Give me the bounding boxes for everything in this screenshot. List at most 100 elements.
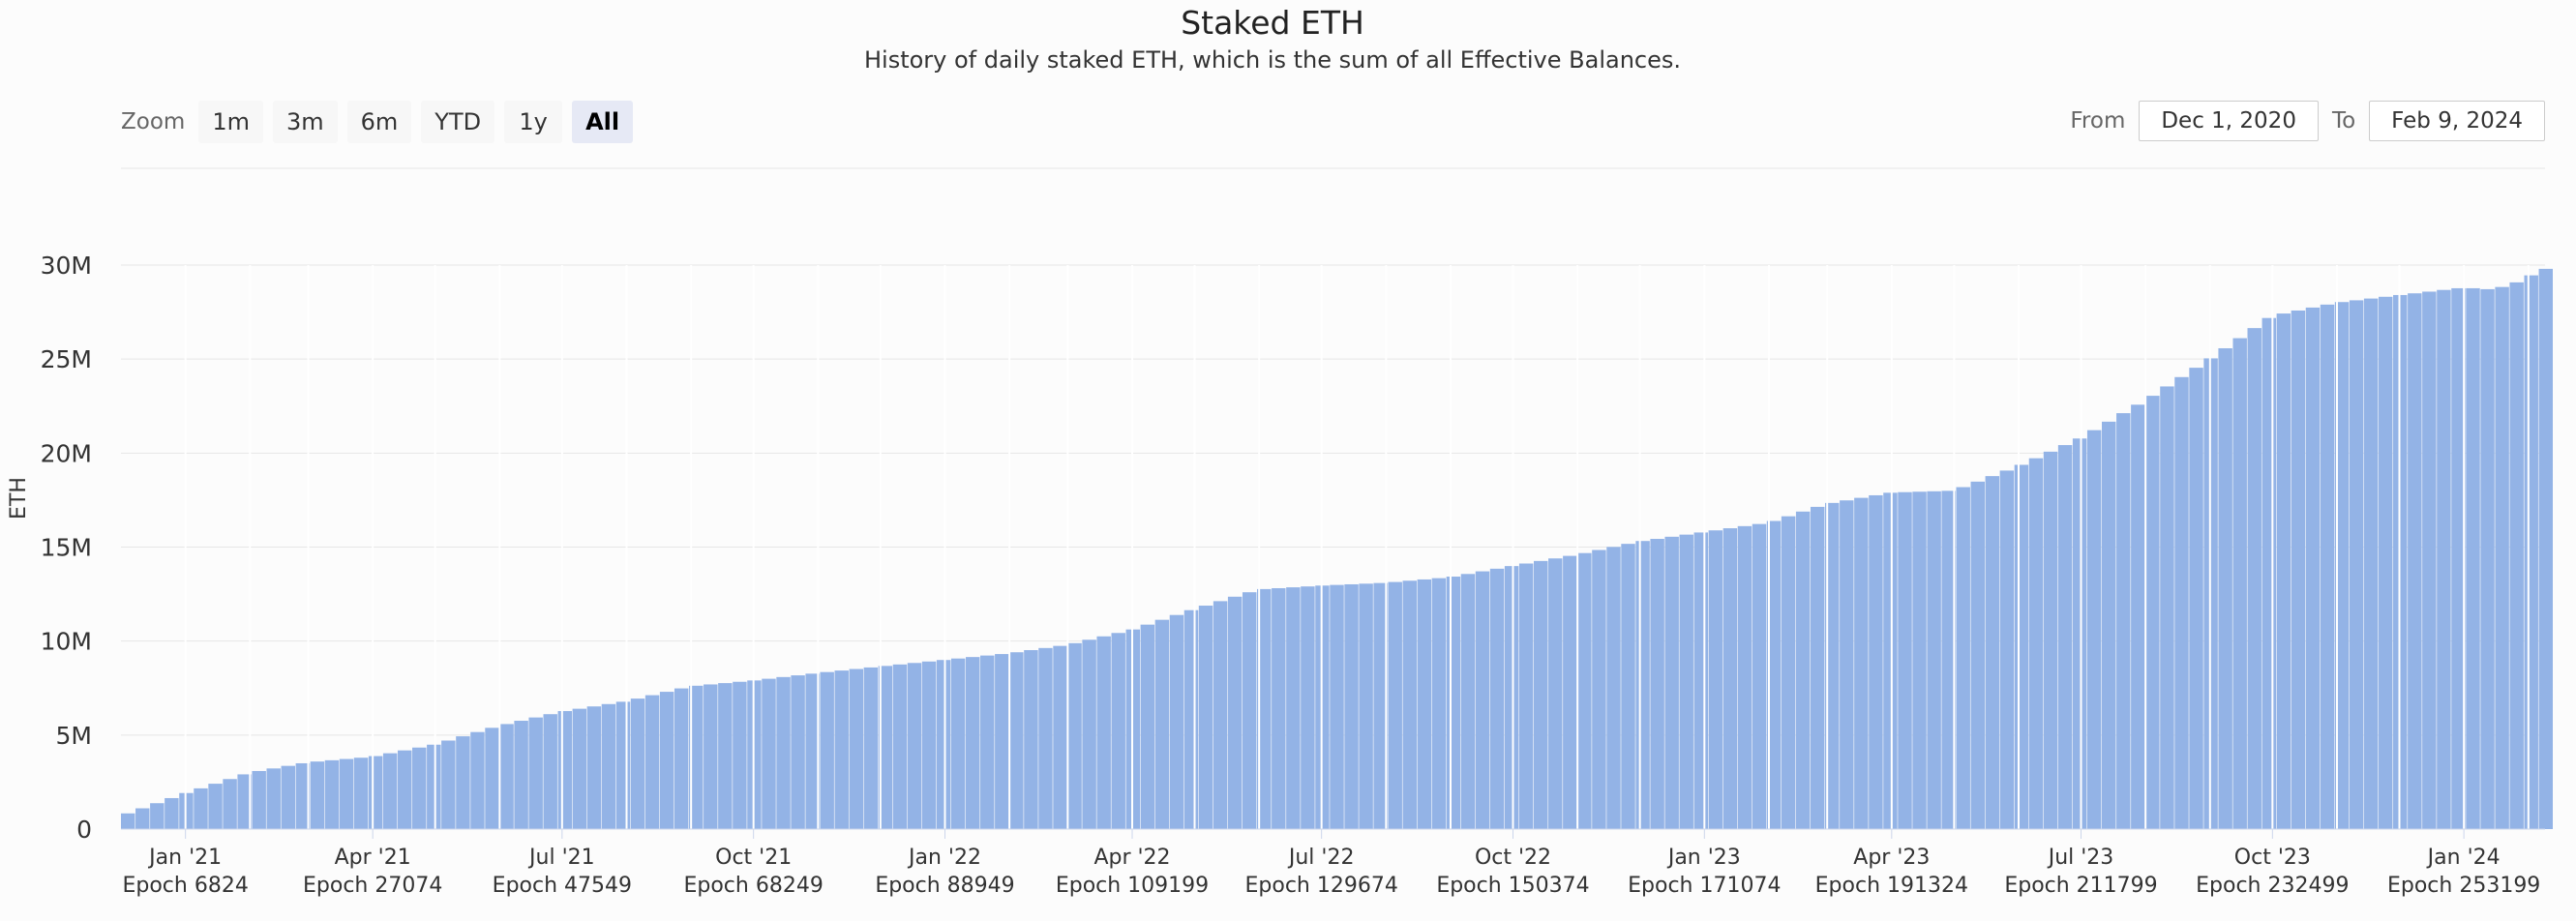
bar <box>1810 506 1825 829</box>
x-tick-date-label: Apr '22 <box>1093 846 1170 870</box>
bar <box>1344 583 1359 829</box>
bar <box>1140 624 1155 829</box>
bar <box>194 787 208 829</box>
bar <box>339 758 354 829</box>
x-tick-date-label: Jan '22 <box>907 846 981 870</box>
bar <box>1242 592 1257 829</box>
bar <box>2232 338 2247 829</box>
bar <box>1154 619 1170 829</box>
zoom-1m-button[interactable]: 1m <box>198 101 263 143</box>
zoom-3m-button[interactable]: 3m <box>272 101 338 143</box>
x-tick-epoch-label: Epoch 6824 <box>122 874 248 898</box>
bar <box>470 731 485 829</box>
bar <box>2305 307 2321 829</box>
bar <box>921 661 937 829</box>
bar <box>1840 500 1854 829</box>
bar <box>586 706 602 829</box>
bar <box>950 658 966 829</box>
x-tick-date-label: Jan '23 <box>1666 846 1741 870</box>
zoom-ytd-button[interactable]: YTD <box>421 101 495 143</box>
x-tick-epoch-label: Epoch 253199 <box>2387 874 2540 898</box>
bar <box>1111 633 1125 829</box>
bar <box>1301 586 1315 829</box>
x-tick-date-label: Apr '21 <box>335 846 411 870</box>
bar <box>121 813 135 829</box>
to-label: To <box>2331 108 2356 134</box>
bar <box>441 740 456 829</box>
x-tick-date-label: Jul '22 <box>1287 846 1355 870</box>
bar <box>689 685 704 829</box>
bar <box>2408 293 2422 830</box>
bar <box>557 711 572 829</box>
x-tick-epoch-label: Epoch 150374 <box>1436 874 1589 898</box>
bar <box>1708 530 1723 829</box>
bar <box>863 667 879 829</box>
bar <box>1999 470 2015 829</box>
bar <box>1359 583 1373 829</box>
y-axis-ticks: 0 5M 10M 15M 20M 25M 30M <box>41 252 92 844</box>
bar <box>762 678 776 829</box>
bar <box>1592 550 1606 829</box>
bar <box>281 765 296 829</box>
bar <box>820 671 834 829</box>
y-tick-label: 0 <box>76 816 92 844</box>
bar <box>1548 558 1563 829</box>
bar <box>2116 413 2131 829</box>
x-tick-date-label: Apr '23 <box>1853 846 1930 870</box>
x-tick-date-label: Jan '21 <box>147 846 222 870</box>
bar <box>368 756 383 829</box>
bar <box>2480 288 2495 829</box>
bar <box>1563 555 1577 829</box>
bar <box>1198 606 1213 829</box>
bar <box>1227 596 1243 829</box>
bar <box>965 657 980 829</box>
y-tick-label: 10M <box>41 628 92 656</box>
y-axis-title: ETH <box>7 477 31 520</box>
from-date-input[interactable]: Dec 1, 2020 <box>2139 101 2319 141</box>
bar <box>2422 291 2437 830</box>
bar <box>2320 304 2335 830</box>
x-tick-date-label: Oct '23 <box>2234 846 2311 870</box>
bar <box>2102 421 2116 829</box>
bar <box>543 714 557 829</box>
zoom-1y-button[interactable]: 1y <box>504 101 563 143</box>
zoom-all-button[interactable]: All <box>572 101 634 143</box>
to-date-input[interactable]: Feb 9, 2024 <box>2369 101 2545 141</box>
bar <box>1169 614 1184 829</box>
bar <box>1330 584 1344 829</box>
date-range-selector: From Dec 1, 2020 To Feb 9, 2024 <box>2056 101 2545 141</box>
bar <box>601 703 616 829</box>
bar <box>791 675 805 829</box>
x-tick-epoch-label: Epoch 68249 <box>683 874 823 898</box>
bar <box>324 759 340 829</box>
bar <box>1009 652 1024 829</box>
bar <box>995 654 1009 829</box>
bar <box>412 747 427 829</box>
bar <box>295 762 311 829</box>
bar <box>630 698 645 829</box>
bar <box>2538 268 2553 829</box>
bar <box>1927 490 1941 829</box>
bar <box>1053 645 1067 829</box>
bar <box>1912 491 1927 829</box>
bar <box>936 660 951 829</box>
bar <box>2349 300 2364 829</box>
bar <box>1766 520 1782 829</box>
zoom-6m-button[interactable]: 6m <box>346 101 412 143</box>
bar <box>805 673 820 829</box>
from-label: From <box>2070 108 2126 134</box>
y-tick-label: 25M <box>41 345 92 373</box>
bar <box>2014 464 2029 829</box>
bar <box>2072 438 2087 829</box>
x-tick-epoch-label: Epoch 88949 <box>875 874 1014 898</box>
bar <box>1257 588 1272 829</box>
x-tick-epoch-label: Epoch 47549 <box>493 874 632 898</box>
chart-title: Staked ETH <box>1181 4 1364 42</box>
bar <box>1272 587 1286 829</box>
bar <box>1518 563 1534 829</box>
bar <box>1898 491 1912 829</box>
bar <box>615 701 631 829</box>
bar <box>1402 580 1417 829</box>
bar <box>1883 492 1898 829</box>
bar <box>1664 536 1679 829</box>
